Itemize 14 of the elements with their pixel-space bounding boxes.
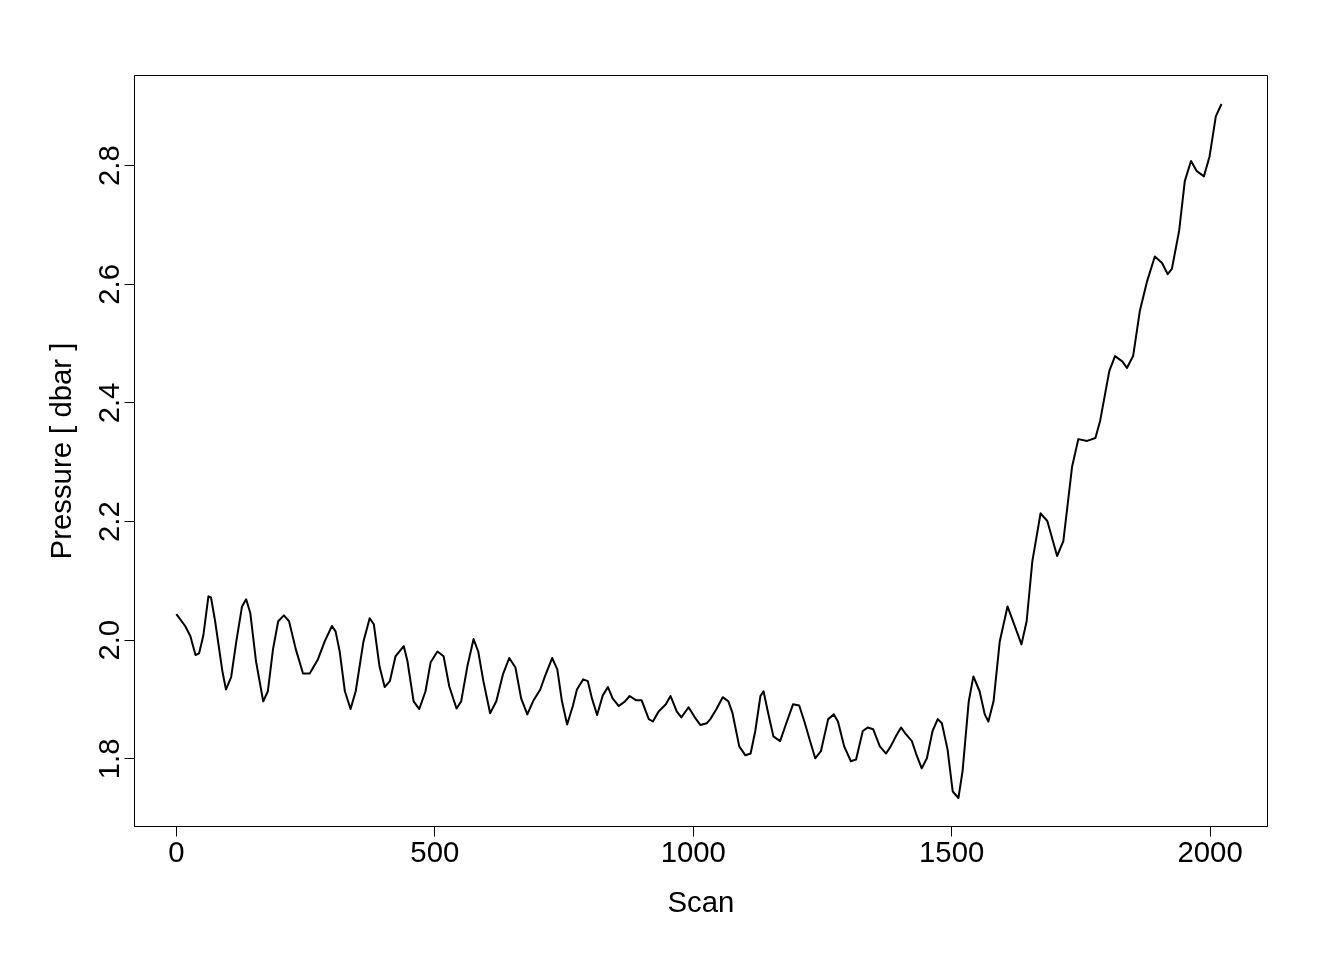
x-tick-label: 1000 <box>660 834 726 868</box>
y-axis-title: Pressure [ dbar ] <box>43 342 77 560</box>
x-tick-label: 500 <box>410 834 460 868</box>
y-tick-label: 2.2 <box>92 501 126 542</box>
y-tick-label: 2.0 <box>92 619 126 661</box>
y-tick-label: 1.8 <box>92 738 126 780</box>
x-tick-label: 1500 <box>919 834 985 868</box>
y-tick-label: 2.8 <box>92 145 126 187</box>
line-series <box>175 102 1223 800</box>
y-tick-label: 2.6 <box>92 263 126 305</box>
y-tick-label: 2.4 <box>92 382 126 424</box>
x-tick-label: 2000 <box>1177 834 1243 868</box>
x-tick-label: 0 <box>168 834 185 868</box>
x-axis-title: Scan <box>667 884 735 918</box>
